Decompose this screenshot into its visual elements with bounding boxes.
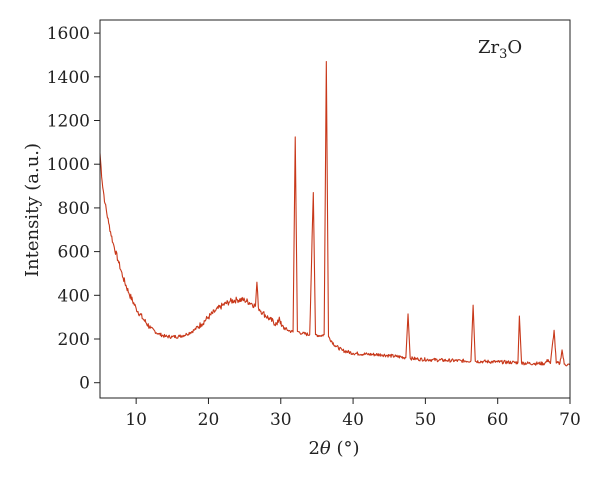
legend: Zr3O [478, 37, 522, 62]
x-tick-label: 20 [198, 410, 220, 430]
x-tick-label: 10 [125, 410, 147, 430]
x-axis-label: 2θ (°) [308, 438, 359, 459]
axes-layer: 0 200 400 600 800 1000 1200 1400 1600 10 20 30 40 50 6… [47, 19, 581, 430]
x-tick-label: 50 [415, 410, 437, 430]
x-tick-label: 70 [559, 410, 581, 430]
y-tick-label: 1200 [47, 112, 90, 132]
x-tick-label: 40 [342, 410, 364, 430]
y-tick-label: 400 [58, 286, 90, 306]
x-tick-label: 60 [487, 410, 509, 430]
y-tick-label: 0 [79, 374, 90, 394]
y-axis-label: Intensity (a.u.) [22, 143, 43, 277]
y-tick-label: 1400 [47, 68, 90, 88]
legend-label: Zr3O [478, 37, 522, 62]
y-tick-label: 800 [58, 199, 90, 219]
plot-frame [99, 19, 571, 399]
y-tick-label: 1600 [47, 24, 90, 44]
series-layer [99, 60, 571, 367]
x-tick-label: 30 [270, 410, 292, 430]
y-tick-label: 1000 [47, 155, 90, 175]
y-tick-label: 200 [58, 330, 90, 350]
y-tick-label: 600 [58, 243, 90, 263]
series-line-zr3o [99, 60, 571, 367]
